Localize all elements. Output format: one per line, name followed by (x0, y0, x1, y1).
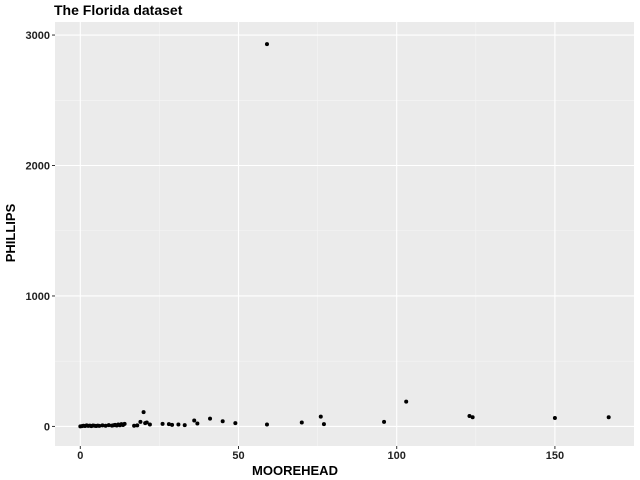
data-point (176, 422, 181, 427)
data-point (220, 419, 225, 424)
plot-panel (55, 22, 634, 446)
data-point (299, 420, 304, 425)
data-point (606, 415, 611, 420)
y-tick-label: 2000 (26, 161, 50, 173)
data-point (404, 399, 409, 404)
data-point (144, 420, 149, 425)
data-point (195, 421, 200, 426)
data-point (182, 423, 187, 428)
x-tick-label: 100 (388, 450, 406, 462)
y-tick-label: 1000 (26, 291, 50, 303)
data-point (135, 423, 140, 428)
x-tick-label: 0 (77, 450, 83, 462)
y-tick-label: 3000 (26, 30, 50, 42)
data-point (233, 421, 238, 426)
x-tick-label: 150 (546, 450, 564, 462)
data-point (147, 422, 152, 427)
data-point (138, 419, 143, 424)
y-tick-label: 0 (44, 421, 50, 433)
minor-gridlines (55, 22, 634, 446)
data-point (166, 422, 171, 427)
chart-title: The Florida dataset (54, 2, 183, 18)
data-point (467, 413, 472, 418)
axis-ticks: 0 50 100 150 0 1000 2000 3000 (26, 30, 565, 462)
data-point (160, 421, 165, 426)
data-point (103, 423, 108, 428)
major-gridlines (55, 22, 634, 446)
data-point (552, 415, 557, 420)
data-point (264, 422, 269, 427)
data-point (318, 414, 323, 419)
data-point (470, 415, 475, 420)
x-tick-label: 50 (232, 450, 244, 462)
data-point (122, 421, 127, 426)
data-point (100, 423, 105, 428)
data-point (321, 422, 326, 427)
data-point (97, 423, 102, 428)
data-point (192, 418, 197, 423)
data-points (78, 42, 611, 429)
data-point (170, 422, 175, 427)
data-point (382, 419, 387, 424)
data-point (132, 423, 137, 428)
data-point (141, 410, 146, 415)
data-point (264, 42, 269, 47)
y-axis-label: PHILLIPS (3, 203, 18, 262)
x-axis-label: MOOREHEAD (252, 463, 338, 478)
data-point (208, 416, 213, 421)
data-point (106, 423, 111, 428)
